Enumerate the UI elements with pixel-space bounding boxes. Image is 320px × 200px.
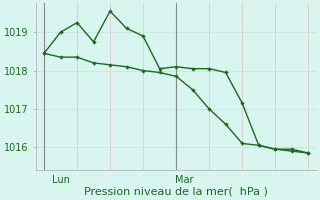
X-axis label: Pression niveau de la mer(  hPa ): Pression niveau de la mer( hPa ): [84, 187, 268, 197]
